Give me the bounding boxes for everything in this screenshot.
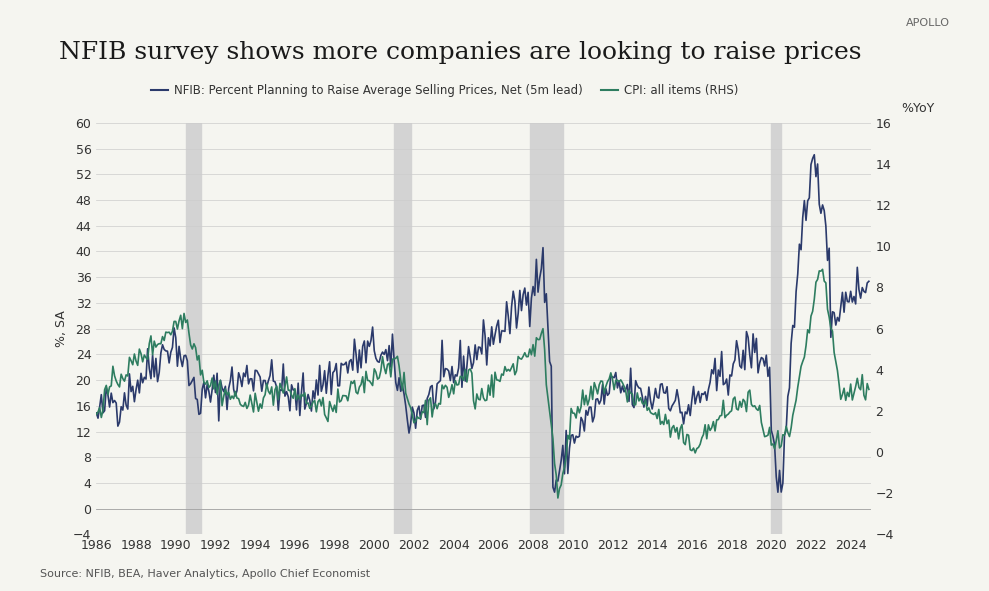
Y-axis label: %, SA: %, SA	[54, 310, 67, 347]
Text: APOLLO: APOLLO	[906, 18, 949, 28]
Bar	[186, 123, 201, 534]
Legend: NFIB: Percent Planning to Raise Average Selling Prices, Net (5m lead), CPI: all : NFIB: Percent Planning to Raise Average …	[146, 79, 744, 102]
Y-axis label: %YoY: %YoY	[902, 102, 935, 115]
Text: Source: NFIB, BEA, Haver Analytics, Apollo Chief Economist: Source: NFIB, BEA, Haver Analytics, Apol…	[40, 569, 370, 579]
Bar	[530, 123, 563, 534]
Bar	[771, 123, 781, 534]
Text: NFIB survey shows more companies are looking to raise prices: NFIB survey shows more companies are loo…	[59, 41, 861, 64]
Bar	[394, 123, 410, 534]
